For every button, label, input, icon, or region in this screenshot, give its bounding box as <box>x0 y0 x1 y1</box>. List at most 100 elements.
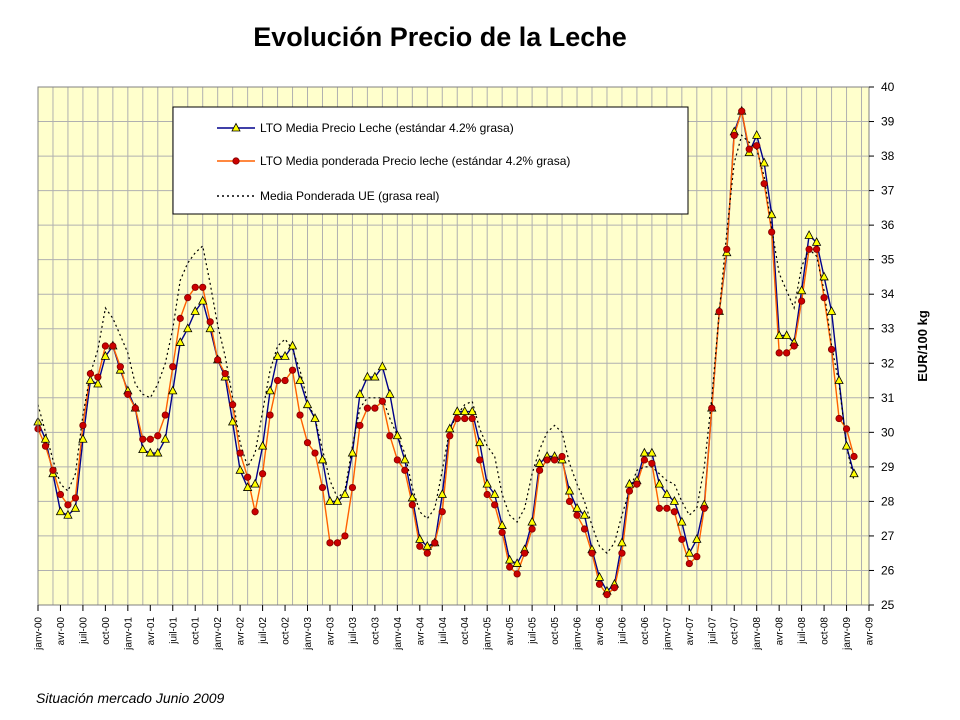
x-tick-label: janv-07 <box>662 617 673 651</box>
circle-marker <box>633 480 641 488</box>
triangle-marker <box>527 516 537 526</box>
triangle-marker <box>302 399 313 409</box>
circle-marker <box>408 501 416 509</box>
triangle-marker <box>227 416 238 426</box>
circle-marker <box>760 180 768 188</box>
x-tick-label: avr-07 <box>685 617 696 646</box>
triangle-marker <box>55 506 66 516</box>
y-tick-label: 31 <box>881 391 895 405</box>
circle-marker <box>311 449 319 457</box>
chart-title: Evolución Precio de la Leche <box>253 22 627 52</box>
x-tick-label: janv-03 <box>303 617 314 651</box>
triangle-marker <box>639 447 650 457</box>
circle-marker <box>303 439 312 447</box>
circle-marker <box>655 504 663 512</box>
triangle-marker <box>767 209 777 219</box>
x-tick-label: janv-06 <box>573 617 584 651</box>
x-tick-label: juil-03 <box>348 617 359 645</box>
triangle-marker <box>452 406 462 416</box>
triangle-marker <box>497 520 507 529</box>
triangle-marker <box>242 482 253 491</box>
circle-marker <box>835 414 843 423</box>
circle-marker <box>648 459 656 468</box>
circle-marker <box>161 411 169 419</box>
circle-marker <box>715 307 723 316</box>
triangle-marker <box>445 423 455 433</box>
circle-marker <box>318 483 327 492</box>
triangle-marker <box>490 489 500 498</box>
circle-marker <box>393 456 401 464</box>
circle-marker <box>603 591 611 599</box>
triangle-marker <box>422 540 432 550</box>
triangle-marker <box>460 406 470 416</box>
x-tick-label: janv-05 <box>483 617 494 651</box>
triangle-marker <box>78 433 88 443</box>
circle-marker <box>431 539 439 547</box>
triangle-marker <box>662 489 672 498</box>
circle-marker <box>378 397 386 405</box>
x-tick-label: oct-03 <box>370 617 381 645</box>
triangle-marker <box>534 458 545 467</box>
y-tick-label: 39 <box>881 115 895 129</box>
y-tick-label: 25 <box>881 598 895 612</box>
triangle-marker <box>235 464 245 474</box>
circle-marker <box>221 370 229 378</box>
circle-marker <box>94 373 102 381</box>
triangle-marker <box>370 371 380 381</box>
x-tick-label: oct-08 <box>820 617 831 645</box>
circle-marker <box>506 563 514 571</box>
circle-marker <box>543 456 551 464</box>
x-tick-label: avr-04 <box>415 617 426 646</box>
circle-marker <box>573 511 581 519</box>
triangle-marker <box>796 285 807 295</box>
circle-marker <box>341 532 349 540</box>
y-tick-label: 28 <box>881 494 895 508</box>
circle-marker <box>184 294 192 302</box>
x-tick-label: janv-09 <box>842 617 853 651</box>
triangle-marker <box>692 534 702 543</box>
x-tick-label: juil-04 <box>438 617 449 645</box>
triangle-marker <box>265 385 275 395</box>
triangle-marker <box>392 430 403 440</box>
legend-label-1: LTO Media Precio Leche (estándar 4.2% gr… <box>260 121 514 135</box>
circle-marker <box>371 404 379 412</box>
x-tick-label: avr-06 <box>595 617 606 646</box>
circle-marker <box>214 356 222 364</box>
x-tick-label: avr-03 <box>325 617 336 646</box>
circle-marker <box>348 483 357 492</box>
circle-marker <box>550 456 559 464</box>
triangle-marker <box>781 330 792 340</box>
circle-marker <box>588 549 596 557</box>
circle-marker <box>580 525 589 533</box>
triangle-marker <box>377 361 388 371</box>
legend: LTO Media Precio Leche (estándar 4.2% gr… <box>172 106 689 215</box>
y-tick-label: 29 <box>881 460 895 474</box>
circle-marker <box>820 294 828 302</box>
triangle-marker <box>684 547 694 557</box>
triangle-marker <box>40 433 51 443</box>
triangle-marker <box>594 572 605 581</box>
triangle-marker <box>564 485 575 495</box>
circle-marker <box>595 580 604 588</box>
circle-marker <box>438 508 446 516</box>
circle-marker <box>535 466 544 474</box>
circle-marker <box>461 414 469 423</box>
y-tick-label: 30 <box>881 425 895 439</box>
circle-marker <box>199 283 207 291</box>
circle-marker <box>109 342 117 350</box>
x-tick-label: oct-05 <box>550 617 561 645</box>
circle-marker <box>333 539 342 547</box>
triangle-marker <box>100 351 111 360</box>
circle-marker <box>49 466 57 474</box>
triangle-marker <box>849 468 859 478</box>
circle-marker <box>71 494 80 502</box>
circle-marker <box>745 145 753 153</box>
circle-marker <box>850 452 858 461</box>
triangle-marker <box>168 385 178 395</box>
legend-box <box>172 106 689 215</box>
y-tick-label: 38 <box>881 149 895 163</box>
triangle-marker <box>93 378 103 388</box>
x-tick-label: juil-08 <box>797 617 808 645</box>
circle-marker <box>805 245 813 253</box>
